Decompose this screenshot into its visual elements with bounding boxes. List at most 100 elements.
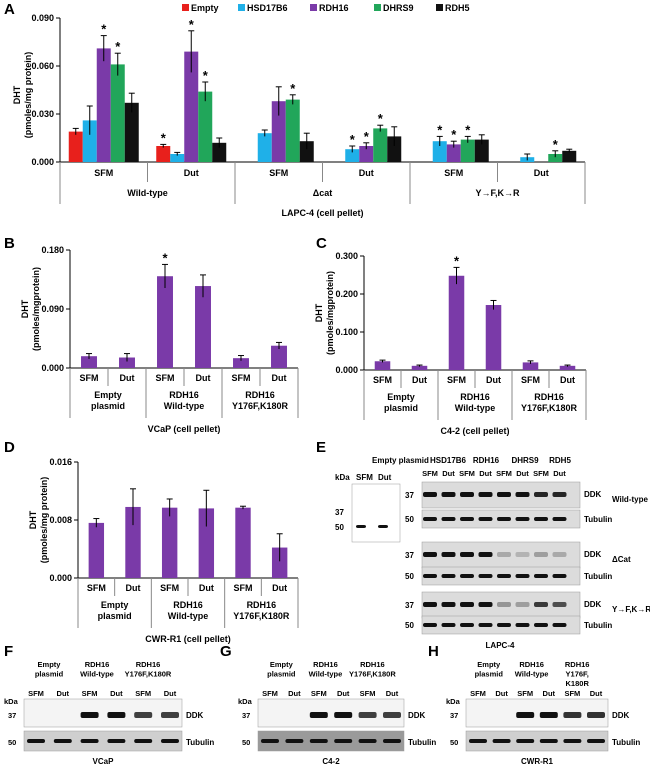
mw-marker: 50: [8, 738, 16, 747]
blot-group-label-line: Empty: [270, 660, 294, 669]
blot-band-ddk: [497, 602, 511, 607]
y-tick-label: 0.060: [31, 61, 54, 71]
condition-label: SFM: [234, 583, 253, 593]
y-axis-label-line: DHT: [12, 85, 22, 104]
condition-label: Dut: [120, 373, 135, 383]
row-label-tubulin: Tubulin: [584, 621, 612, 630]
blot-panel-e: Empty plasmid kDa SFM Dut 37 50 HSD17B6 RDH16 DH…: [335, 456, 650, 650]
blot-band-tubulin: [478, 517, 493, 521]
bar-rdh16: [359, 146, 374, 162]
group-label-line: Wild-type: [164, 401, 204, 411]
group-label-line: Empty: [387, 392, 415, 402]
bar-dhrs9: [110, 64, 125, 162]
x-axis-label: LAPC-4 (cell pellet): [281, 208, 363, 218]
y-tick-label: 0.030: [31, 109, 54, 119]
panel-letter-H: H: [428, 643, 439, 660]
bar-hsd17b6: [82, 120, 97, 162]
blot-band-ddk: [497, 492, 511, 497]
bar-rdh5: [299, 141, 314, 162]
blot-strip-ddk: [465, 698, 609, 728]
blot-band-ddk: [358, 712, 377, 718]
blot-title: C4-2: [322, 757, 340, 766]
y-axis-label: DHT(pmoles/mgprotein): [314, 271, 335, 355]
blot-band-tubulin: [492, 739, 511, 743]
significance-marker: *: [162, 250, 168, 265]
bar: [88, 522, 105, 578]
significance-marker: *: [465, 122, 471, 137]
panel-letter-E: E: [316, 439, 326, 456]
group-label: RDH16 Y176F,K180R: [521, 392, 578, 413]
condition-label: Dut: [199, 583, 214, 593]
condition-label: SFM: [156, 373, 175, 383]
charts-layer: AB CD EF G H0.0000.0300.0600.090DHT(pmoles/m…: [4, 1, 587, 660]
blot-band-tubulin: [534, 574, 548, 578]
row-label-tubulin: Tubulin: [186, 738, 214, 747]
blot-title: LAPC-4: [486, 641, 515, 650]
blot-band-tubulin: [497, 623, 511, 627]
significance-marker: *: [115, 39, 121, 54]
y-axis-label-line: (pmoles/mg protein): [23, 52, 33, 139]
blot-band-ddk: [383, 712, 401, 718]
blot-group-label-line: RDH16: [136, 660, 161, 669]
y-tick-label: 0.100: [335, 327, 358, 337]
kda-label: kDa: [238, 697, 253, 706]
bar-rdh16: [271, 101, 286, 162]
row-label-ddk: DDK: [408, 711, 426, 720]
blot-band-tubulin: [441, 517, 456, 521]
y-tick-label: 0.200: [335, 289, 358, 299]
significance-marker: *: [350, 132, 356, 147]
significance-marker: *: [364, 129, 370, 144]
panel-letter-F: F: [4, 643, 13, 660]
blot-band-tubulin: [515, 574, 530, 578]
blot-band-tubulin: [161, 739, 179, 743]
blot-title: VCaP: [93, 757, 115, 766]
x-axis-label: VCaP (cell pellet): [148, 424, 221, 434]
mw-marker: 50: [242, 738, 250, 747]
bar: [522, 362, 539, 370]
y-tick-label: 0.090: [41, 304, 64, 314]
row-label-tubulin: Tubulin: [584, 572, 612, 581]
group-label: RDH16 Y176F,K180R: [232, 390, 289, 411]
condition-label: Dut: [560, 375, 575, 385]
blot-band-ddk: [107, 712, 126, 718]
group-label: Wild-type: [127, 188, 167, 198]
panel-letter-C: C: [316, 235, 327, 252]
blot-band-tubulin: [80, 739, 99, 743]
lane-label: SFM: [470, 689, 486, 698]
bar: [559, 365, 576, 370]
lane-label: Dut: [288, 689, 301, 698]
lane-label: Dut: [57, 689, 70, 698]
lane-label-dut: Dut: [378, 473, 392, 482]
blot-band-tubulin: [563, 739, 582, 743]
panel-letter-G: G: [220, 643, 232, 660]
y-axis-label: DHT(pmoles/mg protein): [12, 52, 33, 139]
blot-band-ddk: [460, 492, 474, 497]
condition-label: SFM: [269, 168, 288, 178]
bar: [233, 358, 249, 368]
bar: [125, 506, 141, 578]
blot-band-ddk: [539, 712, 558, 718]
bar-dhrs9: [548, 154, 563, 162]
legend-label-hsd17b6: HSD17B6: [247, 3, 288, 13]
blot-band-tubulin: [460, 574, 474, 578]
blot-band-tubulin: [423, 623, 437, 627]
blot-band-ddk: [515, 492, 530, 497]
blot-band-tubulin: [469, 739, 487, 743]
blot-band-tubulin: [552, 623, 567, 627]
y-axis-label: DHT(pmoles/mgprotein): [20, 267, 41, 351]
kda-label: kDa: [335, 473, 350, 482]
significance-marker: *: [161, 130, 167, 145]
bar: [81, 356, 97, 368]
blot-strip-ddk: [257, 698, 405, 728]
condition-label: SFM: [87, 583, 106, 593]
group-label-line: RDH16: [247, 600, 277, 610]
row-label-ddk: DDK: [612, 711, 630, 720]
lane-label: SFM: [135, 689, 151, 698]
blot-band-tubulin: [497, 574, 511, 578]
mw-marker: 37: [405, 551, 414, 560]
blot-band-tubulin: [460, 517, 474, 521]
